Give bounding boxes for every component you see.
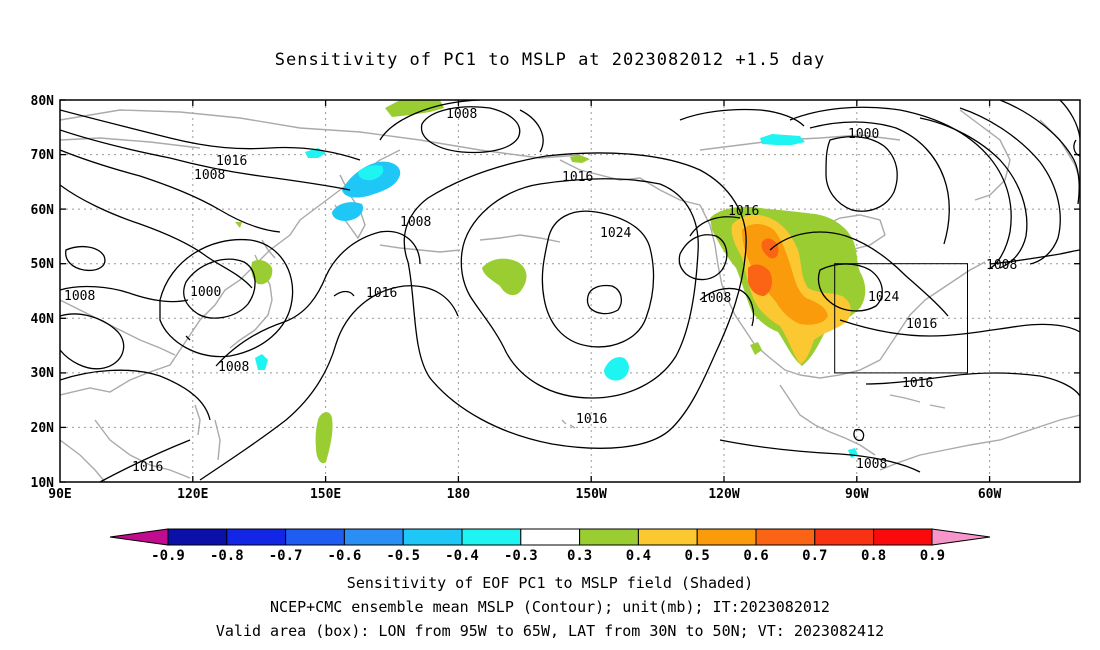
isobar-label: 1016 (902, 376, 933, 391)
lat-label-30n: 30N (31, 366, 55, 381)
coastlines (60, 109, 1080, 482)
lon-label-60w: 60W (978, 487, 1002, 502)
lat-label-40n: 40N (31, 312, 55, 327)
colorbar-swatch (637, 528, 698, 546)
colorbar-label: -0.3 (504, 548, 538, 564)
colorbar-swatch (755, 528, 816, 546)
map-area (60, 100, 1080, 482)
isobar-label: 1016 (728, 204, 759, 219)
colorbar-label: -0.4 (445, 548, 479, 564)
isobar-label: 1000 (190, 285, 221, 300)
lat-label-10n: 10N (31, 476, 55, 491)
colorbar-label: -0.7 (269, 548, 303, 564)
colorbar-label: 0.3 (567, 548, 592, 564)
colorbar-label: -0.5 (386, 548, 420, 564)
lon-label-90e: 90E (48, 487, 71, 502)
colorbar-swatch (167, 528, 228, 546)
colorbar-label: 0.7 (802, 548, 827, 564)
lat-label-20n: 20N (31, 421, 55, 436)
isobar-label: 1024 (600, 226, 631, 241)
isobar-label: 1016 (576, 412, 607, 427)
colorbar-swatch (814, 528, 875, 546)
colorbar-swatch (109, 528, 169, 546)
colorbar-swatch (226, 528, 287, 546)
colorbar-swatch (873, 528, 933, 546)
lat-label-60n: 60N (31, 203, 55, 218)
colorbar-swatch (343, 528, 404, 546)
lat-label-80n: 80N (31, 94, 55, 109)
map-border (59, 99, 1081, 483)
lat-label-50n: 50N (31, 257, 55, 272)
isobar-label: 1008 (194, 168, 225, 183)
colorbar-swatch (520, 528, 581, 546)
isobar-label: 1008 (700, 291, 731, 306)
isobar-label: 1016 (906, 317, 937, 332)
isobar-label: 1016 (366, 286, 397, 301)
isobar-label: 1008 (400, 215, 431, 230)
isobar-labels: 1008 1016 1008 1008 1016 1024 1016 1000 … (64, 107, 1017, 475)
isobar-label: 1000 (848, 127, 879, 142)
isobar-label: 1016 (562, 170, 593, 185)
caption-contour: NCEP+CMC ensemble mean MSLP (Contour); u… (270, 598, 830, 616)
caption-shaded: Sensitivity of EOF PC1 to MSLP field (Sh… (346, 574, 754, 592)
axis-ticks (60, 99, 1080, 483)
latitude-labels: 80N 70N 60N 50N 40N 30N 20N 10N (31, 94, 55, 491)
isobar-label: 1008 (856, 457, 887, 472)
lat-label-70n: 70N (31, 148, 55, 163)
colorbar-label: 0.4 (626, 548, 651, 564)
map-title: Sensitivity of PC1 to MSLP at 2023082012… (274, 50, 826, 70)
colorbar-swatch (461, 528, 522, 546)
lon-label-150e: 150E (310, 487, 341, 502)
colorbar: -0.9 -0.8 -0.7 -0.6 -0.5 -0.4 -0.3 0.3 0.4 0.5 0.6… (109, 528, 991, 564)
caption-valid-area: Valid area (box): LON from 95W to 65W, L… (215, 622, 885, 640)
lon-label-120w: 120W (708, 487, 739, 502)
colorbar-label: -0.9 (151, 548, 185, 564)
colorbar-label: 0.8 (861, 548, 886, 564)
valid-area-box (834, 263, 969, 374)
isobars (60, 100, 1080, 482)
isobar-label: 1008 (64, 289, 95, 304)
longitude-labels: 90E 120E 150E 180 150W 120W 90W 60W (48, 487, 1001, 502)
lon-label-150w: 150W (576, 487, 607, 502)
isobar-label: 1016 (216, 154, 247, 169)
colorbar-label: 0.9 (920, 548, 945, 564)
colorbar-label: 0.6 (743, 548, 768, 564)
colorbar-swatch (285, 528, 345, 546)
lon-label-90w: 90W (845, 487, 869, 502)
colorbar-label: -0.8 (210, 548, 244, 564)
gridlines (60, 100, 1080, 482)
lon-label-180: 180 (447, 487, 471, 502)
colorbar-swatch (402, 528, 463, 546)
sensitivity-shading (235, 100, 866, 464)
isobar-label: 1008 (986, 258, 1017, 273)
isobar-label: 1016 (132, 460, 163, 475)
colorbar-swatch (579, 528, 639, 546)
isobar-label: 1024 (868, 290, 899, 305)
colorbar-label: -0.6 (328, 548, 362, 564)
colorbar-label: 0.5 (685, 548, 710, 564)
isobar-label: 1008 (446, 107, 477, 122)
colorbar-swatch (696, 528, 757, 546)
isobar-label: 1008 (218, 360, 249, 375)
lon-label-120e: 120E (177, 487, 208, 502)
colorbar-swatch (931, 528, 991, 546)
